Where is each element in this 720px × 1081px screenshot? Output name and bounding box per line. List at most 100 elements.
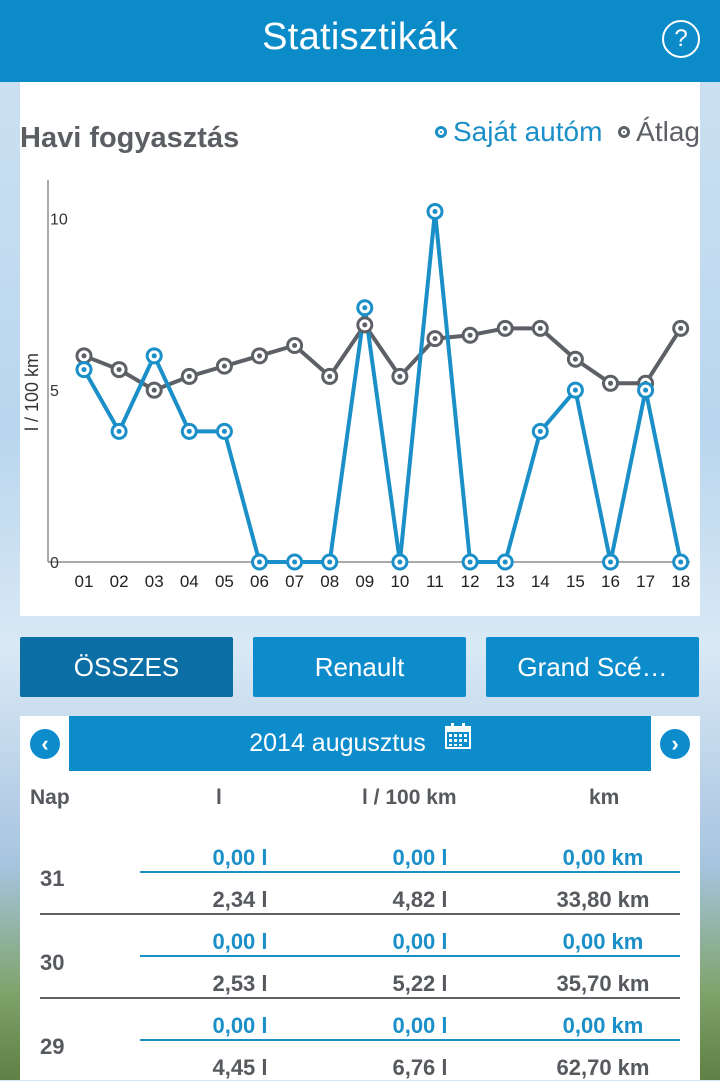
avg-liters: 4,45 l (212, 1055, 268, 1080)
x-tick-label: 03 (145, 572, 164, 591)
chart-title: Havi fogyasztás (20, 122, 240, 154)
col-header-per100: l / 100 km (362, 786, 457, 809)
x-tick-label: 05 (215, 572, 234, 591)
own-km: 0,00 km (562, 1013, 644, 1038)
data-point-center (467, 559, 473, 565)
data-point-center (432, 208, 438, 214)
x-tick-label: 17 (636, 572, 655, 591)
data-point-center (221, 428, 227, 434)
row-separator (40, 997, 680, 999)
row-day: 29 (40, 1034, 65, 1059)
own-liters: 0,00 l (212, 929, 268, 954)
legend-avg-marker-icon (618, 126, 631, 138)
next-month-button[interactable]: › (660, 729, 690, 759)
data-point-center (221, 363, 227, 369)
data-point-center (467, 332, 473, 338)
help-button[interactable]: ? (662, 20, 700, 58)
data-point-center (608, 559, 613, 565)
data-point-center (643, 387, 649, 393)
x-tick-label: 04 (180, 572, 199, 591)
avg-per100: 5,22 l (392, 971, 448, 996)
data-point-center (678, 325, 684, 331)
col-header-day: Nap (30, 786, 70, 809)
x-tick-label: 12 (461, 572, 480, 591)
own-per100: 0,00 l (392, 1013, 448, 1038)
month-selector[interactable]: 2014 augusztus (69, 716, 651, 771)
legend-own-marker-icon (434, 126, 447, 138)
y-axis-label: l / 100 km (22, 353, 42, 431)
data-point-center (116, 428, 122, 434)
x-tick-label: 09 (355, 572, 374, 591)
series-line-own (82, 209, 683, 564)
daily-table: ‹ 2014 augusztus › Nap l l / 100 km km 3… (20, 716, 700, 1080)
avg-liters: 2,53 l (212, 971, 268, 996)
data-point-center (151, 353, 157, 359)
filter-brand-button[interactable]: Renault (253, 637, 466, 697)
data-point-center (81, 353, 87, 359)
x-tick-label: 11 (426, 572, 444, 591)
prev-month-button[interactable]: ‹ (30, 729, 60, 759)
col-header-km: km (589, 786, 620, 809)
data-point-center (327, 559, 333, 565)
x-tick-label: 18 (671, 572, 690, 591)
data-point-center (537, 428, 543, 434)
page-title: Statisztikák (262, 16, 458, 58)
calendar-icon[interactable] (444, 714, 471, 769)
avg-km: 35,70 km (556, 971, 650, 996)
y-tick-label: 10 (50, 211, 68, 228)
data-point-center (292, 343, 298, 349)
avg-per100: 6,76 l (392, 1055, 448, 1080)
row-divider (140, 955, 680, 957)
avg-km: 33,80 km (556, 887, 650, 912)
x-tick-label: 16 (601, 572, 620, 591)
legend-own-label: Saját autóm (452, 116, 603, 147)
filter-all-button[interactable]: ÖSSZES (20, 637, 233, 697)
own-liters: 0,00 l (212, 845, 268, 870)
x-tick-label: 02 (110, 572, 129, 591)
own-km: 0,00 km (562, 929, 644, 954)
data-point-center (81, 367, 87, 373)
row-divider (140, 871, 680, 873)
own-per100: 0,00 l (392, 929, 448, 954)
x-tick-label: 06 (250, 572, 269, 591)
data-point-center (537, 325, 543, 331)
x-tick-label: 15 (566, 572, 585, 591)
data-point-center (608, 380, 613, 386)
row-day: 31 (40, 866, 65, 891)
data-point-center (257, 559, 262, 565)
data-point-center (397, 559, 403, 565)
legend-avg-label: Átlag (636, 116, 700, 147)
data-point-center (257, 353, 262, 359)
x-tick-label: 14 (531, 572, 550, 591)
legend-own: Saját autóm (434, 116, 603, 148)
app-header: Statisztikák ? (0, 0, 720, 82)
chart-panel: Havi fogyasztás Saját autóm Átlag 0 5 10 l … (20, 82, 700, 616)
avg-liters: 2,34 l (212, 887, 268, 912)
own-km: 0,00 km (562, 845, 644, 870)
data-point-center (432, 336, 438, 342)
data-point-center (362, 322, 368, 328)
row-separator (40, 913, 680, 915)
data-point-center (572, 387, 578, 393)
x-tick-label: 13 (496, 572, 515, 591)
avg-per100: 4,82 l (392, 887, 448, 912)
filter-row: ÖSSZES Renault Grand Scé… (20, 637, 700, 697)
series-line-avg (83, 322, 683, 393)
data-point-center (397, 373, 403, 379)
data-point-center (502, 559, 508, 565)
filter-model-button[interactable]: Grand Scé… (486, 637, 699, 697)
row-day: 30 (40, 950, 65, 975)
data-point-center (327, 373, 333, 379)
data-point-center (186, 373, 192, 379)
data-point-center (678, 559, 684, 565)
data-point-center (572, 356, 578, 362)
own-liters: 0,00 l (212, 1013, 268, 1038)
y-tick-label: 0 (50, 555, 59, 572)
chart-legend: Saját autóm Átlag (427, 116, 700, 148)
data-point-center (116, 367, 122, 373)
row-divider (140, 1039, 680, 1041)
x-tick-label: 10 (390, 572, 409, 591)
data-point-center (362, 305, 368, 311)
x-tick-label: 07 (285, 572, 304, 591)
